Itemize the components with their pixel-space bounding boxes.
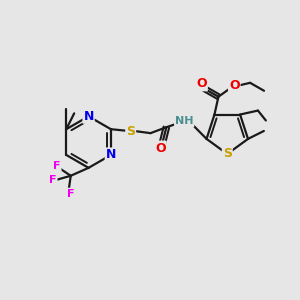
Text: O: O xyxy=(196,77,207,90)
Text: O: O xyxy=(229,79,240,92)
Text: N: N xyxy=(106,148,116,161)
Text: N: N xyxy=(83,110,94,123)
Text: O: O xyxy=(155,142,166,154)
Text: S: S xyxy=(126,125,135,138)
Text: NH: NH xyxy=(175,116,194,126)
Text: F: F xyxy=(49,175,57,185)
Text: F: F xyxy=(67,189,74,199)
Text: F: F xyxy=(53,161,61,171)
Text: S: S xyxy=(223,148,232,160)
